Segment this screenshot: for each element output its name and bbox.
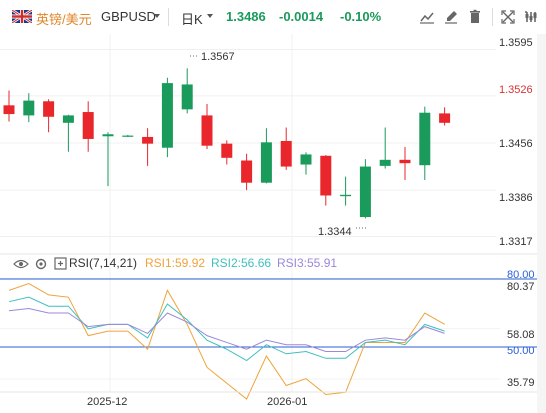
rsi-level-80-label: 80.00 xyxy=(507,269,535,281)
candle-up xyxy=(300,154,312,165)
candle-down xyxy=(280,140,292,167)
price-tick-label: 1.3386 xyxy=(499,192,533,204)
pair-name: 英镑/美元 xyxy=(36,12,92,27)
candle-up xyxy=(379,159,391,166)
price-tick-label: 1.3317 xyxy=(499,236,533,248)
candle-down xyxy=(241,160,253,183)
line-tool-icon xyxy=(420,12,434,24)
rsi-title: RSI(7,14,21) xyxy=(69,256,138,270)
rsi2-line xyxy=(8,296,445,362)
period-selector[interactable]: 日K xyxy=(181,12,203,27)
fullscreen-button[interactable] xyxy=(498,7,518,27)
line-tool-button[interactable] xyxy=(417,7,437,27)
symbol-chevron-down-icon[interactable] xyxy=(154,14,160,18)
period-chevron-down-icon[interactable] xyxy=(207,14,213,18)
fullscreen-icon xyxy=(501,10,515,24)
uk-flag-icon xyxy=(12,10,32,23)
low-annotation-label: 1.3344 xyxy=(318,226,352,238)
candle-down xyxy=(82,112,94,139)
price-tick-label-current: 1.3526 xyxy=(499,84,533,96)
rsi-tick-label: 35.79 xyxy=(507,377,535,389)
brush-button[interactable] xyxy=(441,7,461,27)
chart-toolbar: 英镑/美元 GBPUSD 日K 1.3486 -0.0014 -0.10% xyxy=(0,0,546,34)
candle-up xyxy=(260,142,272,183)
candle-up xyxy=(161,83,173,148)
indicator-box-icon[interactable] xyxy=(54,257,67,270)
time-tick-label: 2025-12 xyxy=(87,396,127,408)
candle-down xyxy=(399,159,411,164)
gear-icon[interactable] xyxy=(34,257,48,271)
candle-up xyxy=(122,135,134,137)
rsi-tick-label: 58.08 xyxy=(507,329,535,341)
high-annotation-label: 1.3567 xyxy=(201,51,235,63)
candle-down xyxy=(142,136,154,144)
candle-down xyxy=(43,101,55,117)
brush-icon xyxy=(445,11,457,24)
high-annotation: 1.3567 xyxy=(190,51,235,63)
candle-down xyxy=(201,115,213,146)
candle-down xyxy=(3,105,15,115)
candle-up xyxy=(419,112,431,166)
toolbar-divider xyxy=(492,8,493,26)
time-tick-label: 2026-01 xyxy=(267,396,307,408)
candle-up xyxy=(181,84,193,110)
rsi3-value: RSI3:55.91 xyxy=(277,256,338,270)
rsi1-value: RSI1:59.92 xyxy=(145,256,206,270)
eye-icon[interactable] xyxy=(13,258,29,270)
price-change-percent: -0.10% xyxy=(340,9,382,24)
candle-down xyxy=(221,143,233,158)
delete-icon xyxy=(470,9,480,23)
candle-down xyxy=(320,155,332,196)
rsi-tick-label: 80.37 xyxy=(507,281,535,293)
price-change: -0.0014 xyxy=(279,9,324,24)
delete-button[interactable] xyxy=(465,7,485,27)
rsi1-line xyxy=(8,283,445,400)
symbol-selector[interactable]: GBPUSD xyxy=(101,9,156,24)
candle-up xyxy=(359,166,371,218)
candle-up xyxy=(340,194,352,197)
rsi-grid xyxy=(0,277,500,380)
right-scrollbar[interactable] xyxy=(537,34,546,413)
current-price: 1.3486 xyxy=(226,9,266,24)
chart-grid xyxy=(0,34,496,392)
settings-button[interactable] xyxy=(521,7,541,27)
low-annotation: 1.3344 xyxy=(318,226,368,238)
rsi2-value: RSI2:56.66 xyxy=(211,256,272,270)
candle-up xyxy=(62,115,74,123)
candle-down xyxy=(439,113,451,123)
price-tick-label: 1.3456 xyxy=(499,138,533,150)
price-tick-label: 1.3595 xyxy=(499,37,533,49)
candle-up xyxy=(102,134,114,137)
rsi-level-50-label: 50.00 xyxy=(507,345,535,357)
rsi3-line xyxy=(8,307,445,353)
candlestick-series xyxy=(3,68,451,219)
candle-up xyxy=(23,100,35,116)
toolbar-divider xyxy=(168,8,169,26)
settings-icon xyxy=(525,11,537,22)
